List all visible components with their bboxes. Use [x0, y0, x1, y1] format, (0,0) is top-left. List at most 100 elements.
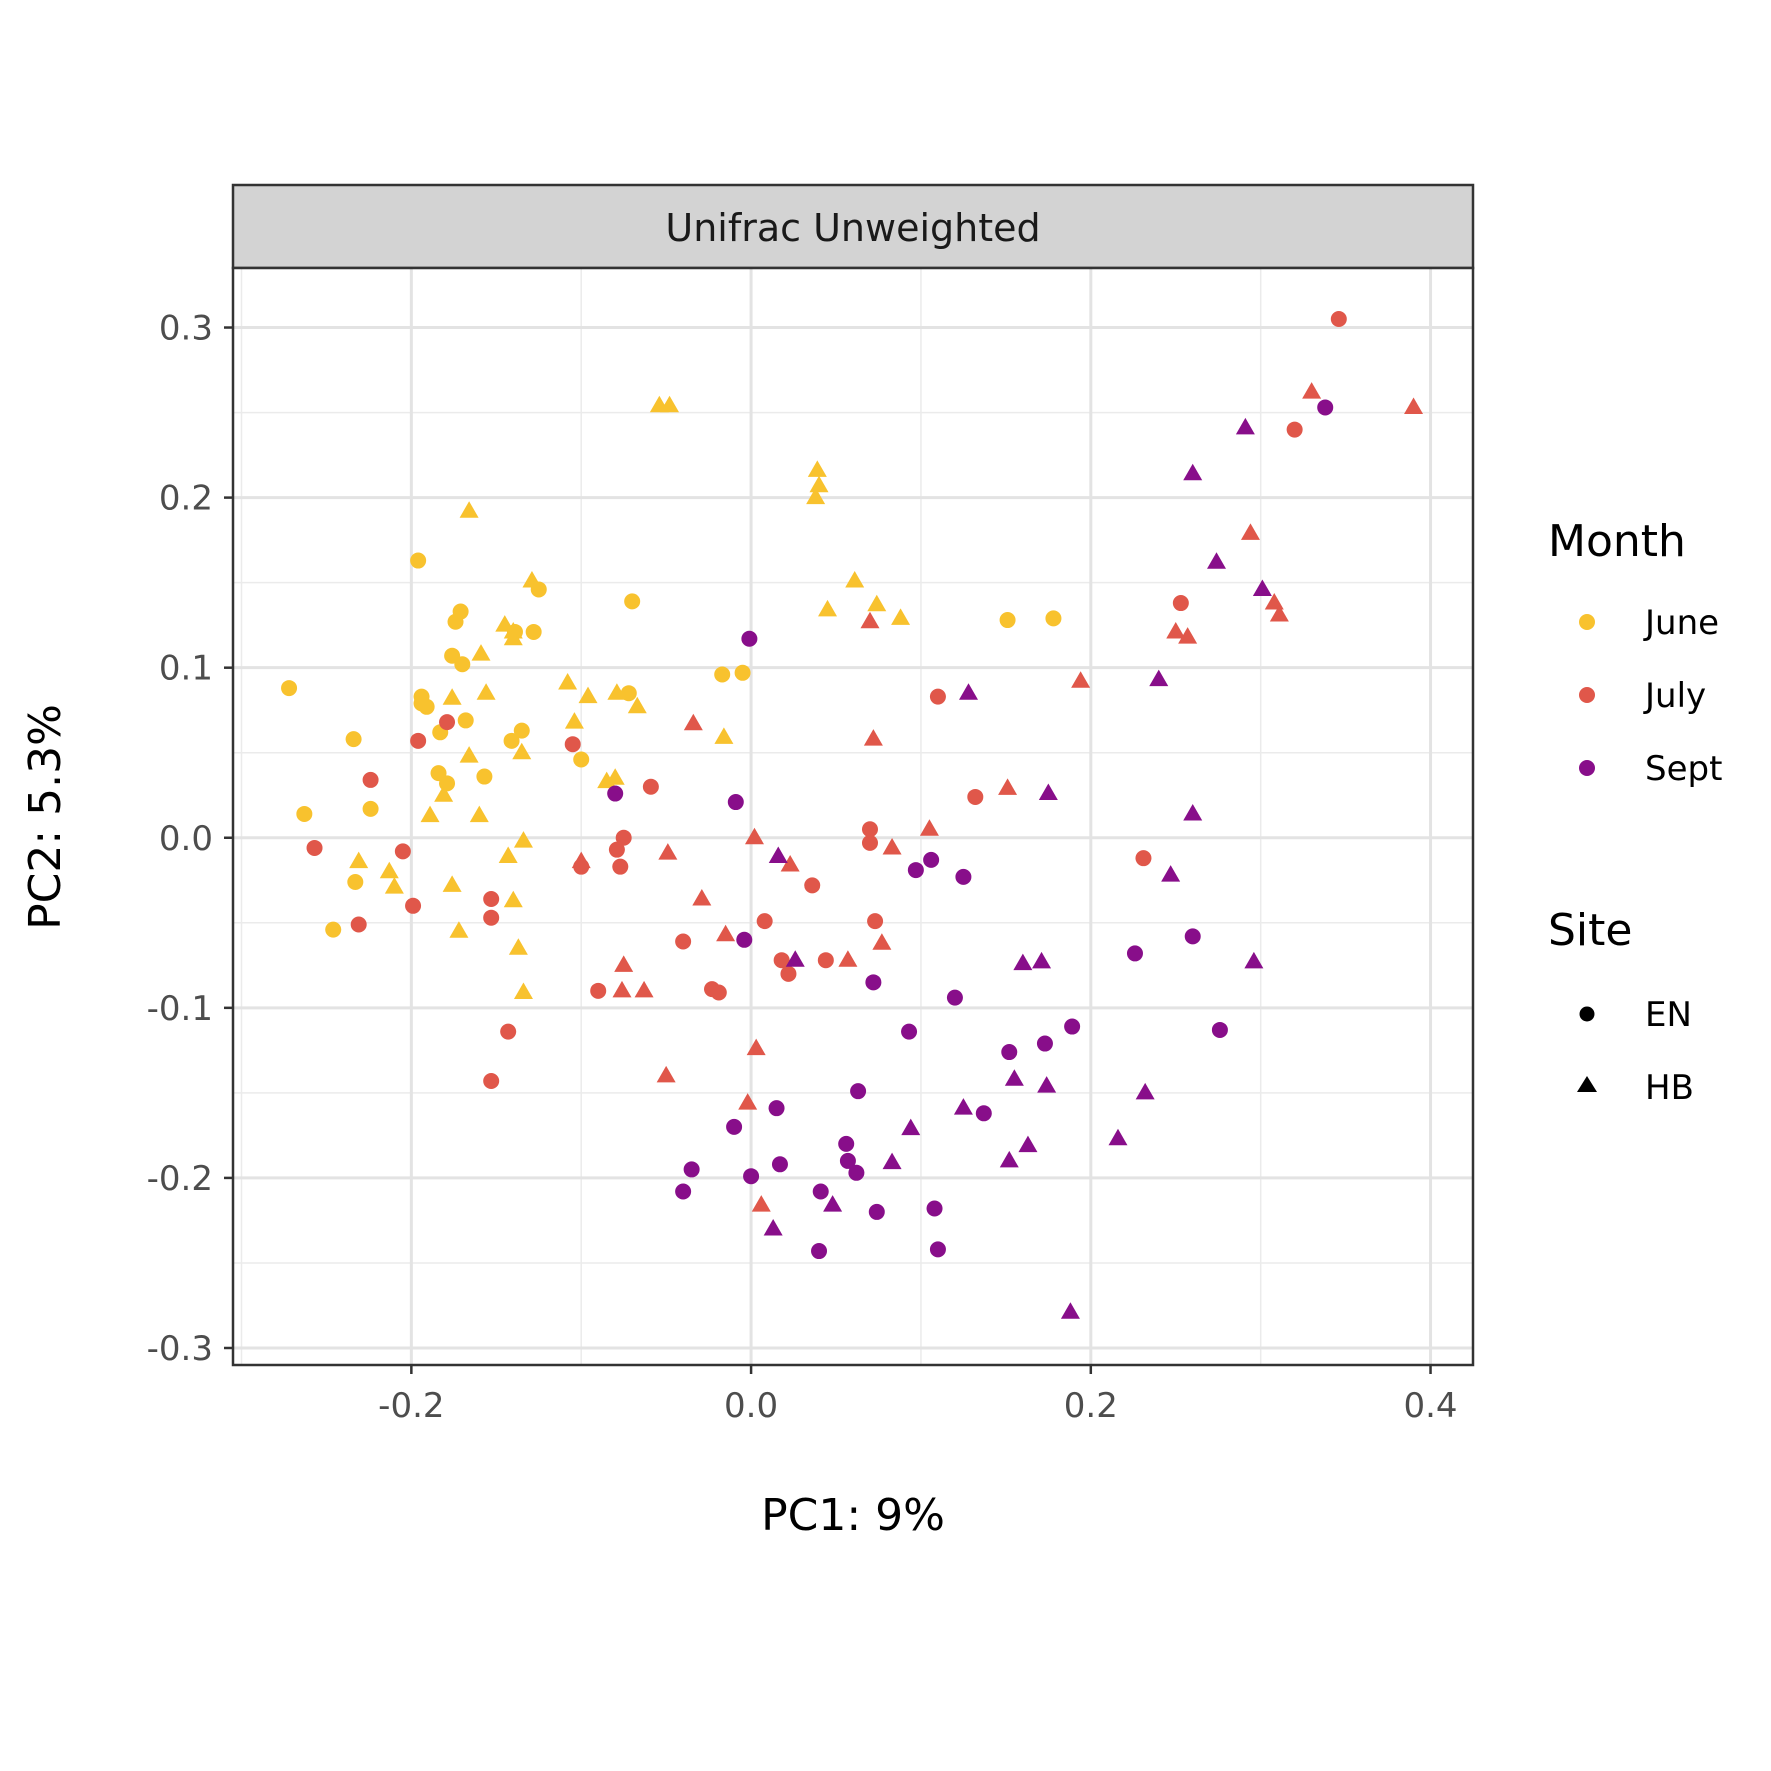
- point-sept-hb: [1037, 1076, 1057, 1093]
- point-july-en: [500, 1023, 517, 1040]
- legend-july-key: [1579, 687, 1595, 703]
- point-june-hb: [349, 851, 369, 869]
- point-june-hb: [498, 846, 518, 863]
- point-july-en: [773, 952, 790, 969]
- point-july-hb: [1269, 604, 1289, 622]
- point-sept-en: [901, 1023, 918, 1040]
- point-july-hb: [860, 611, 880, 629]
- point-sept-hb: [1032, 951, 1052, 969]
- point-july-en: [362, 771, 379, 788]
- x-tick-label: 0.0: [724, 1386, 778, 1426]
- point-june-en: [345, 731, 362, 748]
- point-june-en: [1045, 610, 1062, 627]
- point-sept-en: [726, 1118, 743, 1135]
- point-june-en: [452, 603, 469, 620]
- point-july-en: [405, 897, 422, 914]
- point-sept-en: [812, 1183, 829, 1200]
- point-sept-hb: [1183, 803, 1203, 821]
- point-june-hb: [891, 608, 911, 625]
- point-july-hb: [863, 729, 883, 746]
- point-june-hb: [607, 683, 627, 700]
- point-sept-hb: [785, 950, 805, 967]
- point-june-en: [439, 775, 456, 792]
- point-june-hb: [379, 861, 399, 879]
- point-july-en: [861, 821, 878, 838]
- point-sept-hb: [1161, 865, 1181, 882]
- point-sept-en: [946, 989, 963, 1006]
- point-july-hb: [1071, 671, 1091, 688]
- x-tick-label: 0.2: [1064, 1386, 1118, 1426]
- point-sept-en: [868, 1203, 885, 1220]
- point-june-hb: [660, 395, 680, 413]
- point-sept-en: [811, 1243, 828, 1260]
- point-july-en: [1286, 421, 1303, 438]
- point-july-en: [861, 834, 878, 851]
- point-july-hb: [751, 1195, 771, 1212]
- point-july-en: [967, 788, 984, 805]
- point-july-hb: [658, 843, 678, 860]
- legend-sept-key: [1579, 760, 1595, 776]
- point-sept-en: [929, 1241, 946, 1258]
- point-july-hb: [1166, 621, 1186, 639]
- point-june-hb: [512, 742, 532, 760]
- point-july-en: [710, 984, 727, 1001]
- point-sept-en: [955, 868, 972, 885]
- point-july-hb: [1404, 397, 1424, 414]
- point-july-hb: [744, 827, 764, 845]
- point-july-hb: [780, 854, 800, 872]
- point-june-en: [454, 656, 471, 673]
- point-june-hb: [513, 982, 533, 1000]
- point-july-en: [483, 1072, 500, 1089]
- point-sept-en: [1036, 1035, 1053, 1052]
- point-june-hb: [434, 785, 454, 802]
- y-tick-label: -0.3: [147, 1329, 213, 1369]
- point-june-hb: [449, 921, 469, 938]
- point-sept-en: [727, 794, 744, 811]
- point-june-en: [513, 722, 530, 739]
- point-june-hb: [558, 672, 578, 690]
- point-july-en: [612, 858, 629, 875]
- grid-lines: [233, 268, 1473, 1365]
- point-sept-en: [743, 1168, 760, 1185]
- plot-panel: [233, 268, 1473, 1365]
- point-june-hb: [578, 686, 598, 704]
- y-tick-label: 0.2: [159, 479, 213, 519]
- point-sept-hb: [1252, 579, 1272, 596]
- data-points: [281, 311, 1424, 1319]
- point-june-en: [325, 921, 342, 938]
- legend-site-title: Site: [1548, 905, 1632, 956]
- point-july-en: [615, 829, 632, 846]
- point-june-en: [418, 698, 435, 715]
- point-sept-hb: [1018, 1135, 1038, 1153]
- point-sept-hb: [882, 1152, 902, 1170]
- point-june-hb: [495, 615, 515, 632]
- point-july-hb: [1264, 593, 1284, 610]
- point-sept-en: [1211, 1021, 1228, 1038]
- point-sept-en: [848, 1164, 865, 1181]
- point-june-hb: [627, 696, 647, 714]
- point-june-hb: [459, 501, 479, 518]
- point-july-hb: [656, 1065, 676, 1083]
- point-july-en: [483, 909, 500, 926]
- legend-june-label: June: [1643, 603, 1719, 643]
- point-sept-hb: [1183, 463, 1203, 481]
- legend-hb-label: HB: [1645, 1068, 1694, 1108]
- point-july-hb: [692, 888, 712, 906]
- point-july-en: [756, 913, 773, 930]
- legend-site: Site EN HB: [1548, 905, 1694, 1108]
- point-july-hb: [612, 980, 632, 998]
- point-july-hb: [571, 851, 591, 869]
- point-sept-hb: [1207, 552, 1227, 569]
- legend-en-key: [1579, 1006, 1595, 1022]
- point-sept-hb: [959, 683, 979, 700]
- point-sept-hb: [1135, 1082, 1155, 1100]
- point-june-hb: [513, 831, 533, 848]
- legend-month: Month June July Sept: [1548, 516, 1722, 789]
- point-july-en: [929, 688, 946, 705]
- point-july-en: [1330, 311, 1347, 328]
- point-june-hb: [471, 644, 491, 661]
- point-july-hb: [1178, 627, 1198, 644]
- point-sept-en: [683, 1161, 700, 1178]
- point-july-en: [1172, 595, 1189, 612]
- point-july-hb: [614, 955, 634, 972]
